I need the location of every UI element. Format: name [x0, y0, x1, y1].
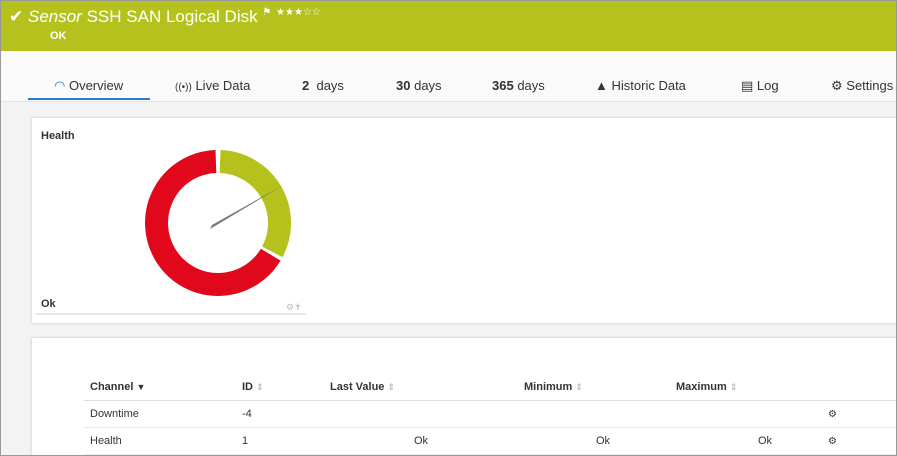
tab[interactable]: ▤ Log	[741, 78, 779, 93]
channel-settings[interactable]: ⚙	[822, 427, 896, 455]
gauge-title: Health	[41, 130, 75, 142]
column-header[interactable]: Last Value ⇕	[324, 374, 518, 401]
tab[interactable]: ▲ Historic Data	[595, 78, 686, 93]
tab[interactable]: 365 days	[492, 78, 545, 93]
column-header[interactable]: Minimum ⇕	[518, 374, 670, 401]
maximum	[670, 400, 822, 428]
gauge-icons[interactable]: ⚙✝	[286, 302, 302, 312]
column-label: ID	[242, 381, 253, 393]
gauge-ok-arc	[219, 150, 292, 258]
id: -4	[236, 400, 324, 428]
header: ✔ Sensor SSH SAN Logical Disk ⚑ ★★★☆☆ OK	[1, 1, 896, 51]
maximum: Ok	[670, 427, 822, 455]
id: 1	[236, 427, 324, 455]
tab-num: 365	[492, 78, 514, 93]
gauge-needle	[210, 184, 285, 229]
table-row: Health 1 Ok Ok Ok ⚙	[84, 427, 896, 455]
column-header[interactable]: ID ⇕	[236, 374, 324, 401]
check-icon: ✔	[9, 7, 24, 26]
tab[interactable]: ⚙ Settings	[831, 78, 894, 93]
column-label: Maximum	[676, 381, 727, 393]
header-title-row: ✔ Sensor SSH SAN Logical Disk ⚑ ★★★☆☆	[9, 7, 321, 27]
column-header[interactable]: Channel ▼	[84, 374, 236, 401]
gauge: ⚙✝	[36, 150, 306, 315]
column-label: Channel	[90, 381, 134, 393]
status: OK	[50, 30, 67, 42]
flag-icon[interactable]: ⚑	[262, 7, 272, 18]
column-label: Minimum	[524, 381, 573, 393]
tab[interactable]: ((•)) Live Data	[175, 78, 251, 93]
tab-label: Settings	[846, 78, 894, 93]
minimum	[518, 400, 670, 428]
channel-panel: Channel ▼ ID ⇕ Last Value ⇕ Minimum ⇕ Ma…	[32, 338, 896, 455]
tab-label: Overview	[68, 78, 124, 93]
gauge-error-arc	[145, 150, 281, 296]
tab[interactable]: 2 days	[302, 78, 344, 93]
last-value	[324, 400, 518, 428]
channel[interactable]: Downtime	[84, 400, 236, 428]
active-tab-underline	[28, 98, 150, 100]
table-header: Channel ▼ ID ⇕ Last Value ⇕ Minimum ⇕ Ma…	[84, 374, 896, 401]
last-value: Ok	[324, 427, 518, 455]
tab-label: Log	[756, 78, 779, 93]
tab-label: Historic Data	[611, 78, 686, 93]
tab[interactable]: 30 days	[396, 78, 442, 93]
tab-num: 30	[396, 78, 411, 93]
tab-num: 2	[302, 78, 310, 93]
column-label: Last Value	[330, 381, 385, 393]
tab-unit: days	[316, 78, 344, 93]
channel-table: Channel ▼ ID ⇕ Last Value ⇕ Minimum ⇕ Ma…	[84, 374, 896, 455]
column-header[interactable]: Maximum ⇕	[670, 374, 822, 401]
column-header	[822, 374, 896, 401]
channel[interactable]: Health	[84, 427, 236, 455]
gauge-panel: Health ⚙✝ Ok	[32, 118, 896, 323]
priority-stars[interactable]: ★★★☆☆	[276, 7, 321, 18]
tab[interactable]: ◠ Overview	[54, 78, 124, 93]
tab-label: Live Data	[195, 78, 251, 93]
sensor-title: SSH SAN Logical Disk	[86, 7, 258, 26]
tab-bar: ◠ Overview ((•)) Live Data 2 days 30 day…	[1, 51, 896, 102]
minimum: Ok	[518, 427, 670, 455]
tab-unit: days	[414, 78, 442, 93]
table-row: Downtime -4 ⚙	[84, 400, 896, 428]
channel-settings[interactable]: ⚙	[822, 400, 896, 428]
tab-unit: days	[517, 78, 545, 93]
sensor-kind: Sensor	[27, 7, 82, 26]
gauge-value: Ok	[41, 298, 56, 310]
